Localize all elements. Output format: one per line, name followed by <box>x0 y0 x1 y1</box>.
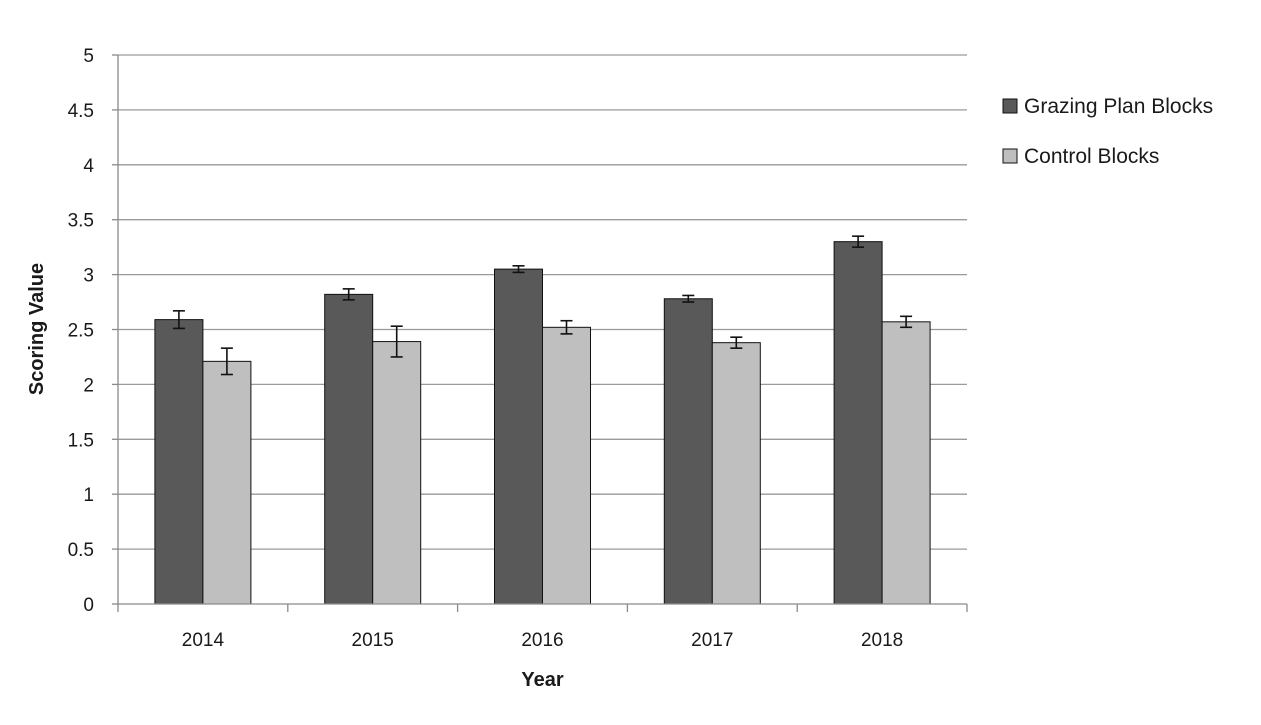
legend-swatch <box>1002 98 1018 114</box>
y-tick-label: 1 <box>83 485 94 506</box>
y-tick-label: 4 <box>83 156 94 177</box>
bars <box>154 235 931 605</box>
y-tick-label: 3 <box>83 266 94 287</box>
x-tick-label: 2018 <box>861 630 903 651</box>
y-tick-label: 0.5 <box>68 540 94 561</box>
y-tick-label: 1.5 <box>68 430 94 451</box>
bar <box>881 321 931 605</box>
bar <box>494 268 543 605</box>
x-tick-label: 2014 <box>182 630 225 651</box>
x-tick-label: 2015 <box>352 630 394 651</box>
bar <box>833 241 883 605</box>
legend: Grazing Plan Blocks Control Blocks <box>1002 95 1213 168</box>
y-tick-label: 2 <box>83 375 94 396</box>
legend-label: Grazing Plan Blocks <box>1024 95 1213 118</box>
y-tick-label: 3.5 <box>68 211 94 232</box>
bar <box>324 293 374 605</box>
bar <box>663 298 713 605</box>
bar <box>202 360 252 605</box>
legend-swatch <box>1002 148 1018 164</box>
legend-label: Control Blocks <box>1024 145 1159 168</box>
bar <box>542 326 591 605</box>
y-tick-label: 5 <box>83 46 94 67</box>
y-axis-title: Scoring Value <box>26 263 48 395</box>
x-tick-label: 2016 <box>521 630 563 651</box>
bar <box>372 341 422 605</box>
y-tick-label: 2.5 <box>68 321 94 342</box>
bar <box>154 319 204 605</box>
x-tick-label: 2017 <box>691 630 733 651</box>
y-tick-label: 4.5 <box>68 101 94 122</box>
x-axis-title: Year <box>521 669 563 691</box>
axes: 0 0.5 1 1.5 2 2.5 3 3.5 4 4.5 5 2014 2015 2016 2017 201… <box>68 46 968 651</box>
y-tick-label: 0 <box>83 595 94 616</box>
bar <box>711 342 761 605</box>
